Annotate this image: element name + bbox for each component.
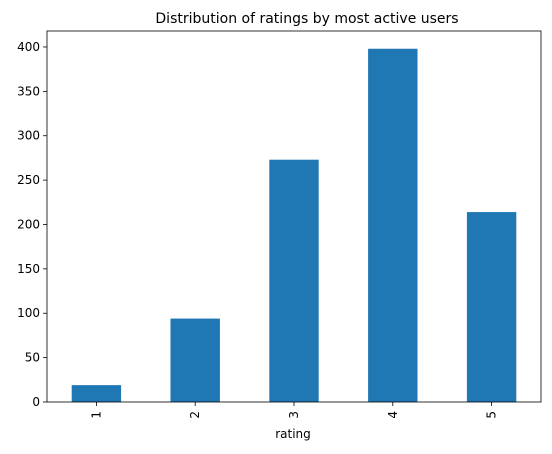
y-tick-label-250: 250 [17,173,40,187]
x-tick-label-5: 5 [485,411,499,419]
y-tick-label-50: 50 [25,351,40,365]
y-tick-label-0: 0 [32,395,40,409]
chart-title: Distribution of ratings by most active u… [155,11,458,27]
x-axis-label: rating [275,427,311,441]
bar-4 [368,48,418,402]
plot-frame [46,30,542,403]
x-tick-label-4: 4 [386,411,400,419]
bars-layer [71,48,517,402]
x-tick-label-1: 1 [89,411,103,419]
y-tick-label-350: 350 [17,84,40,98]
y-tick-label-200: 200 [17,217,40,231]
x-tick-label-3: 3 [287,411,301,419]
bar-3 [269,159,319,402]
y-tick-label-150: 150 [17,262,40,276]
x-tick-label-2: 2 [188,411,202,419]
bar-2 [170,318,220,402]
y-tick-label-400: 400 [17,40,40,54]
y-tick-label-300: 300 [17,129,40,143]
y-tick-label-100: 100 [17,306,40,320]
bar-1 [71,385,122,402]
bar-5 [466,212,517,402]
